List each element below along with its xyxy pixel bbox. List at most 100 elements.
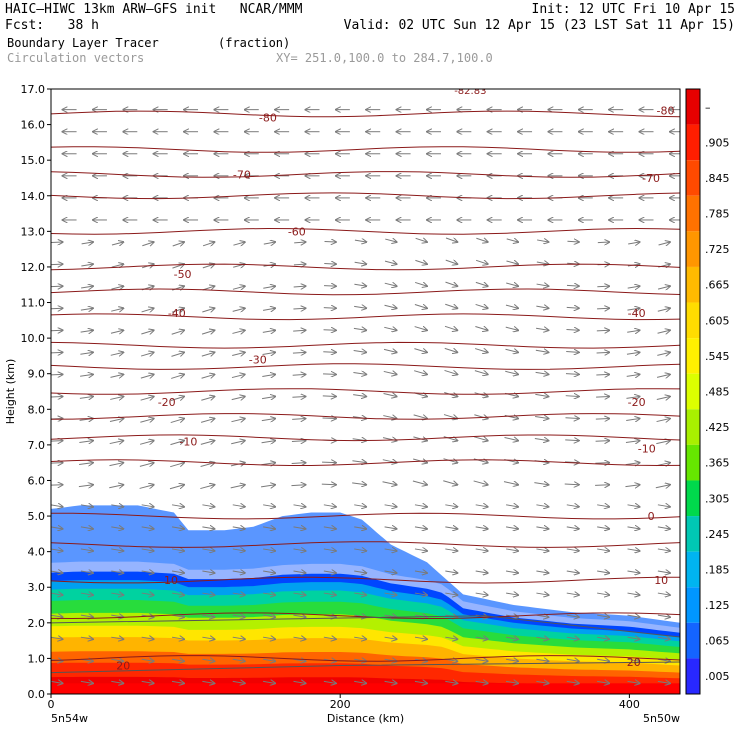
colorbar-label: .305 — [705, 492, 730, 505]
init-time: Init: 12 UTC Fri 10 Apr 15 — [531, 2, 736, 17]
vector-arrow — [506, 261, 518, 264]
vector-arrow — [504, 437, 518, 440]
isotherm-line — [51, 512, 680, 520]
vector-arrow — [566, 681, 579, 683]
vector-arrow — [657, 308, 670, 311]
vector-arrow — [202, 527, 214, 529]
colorbar-swatch — [686, 266, 700, 303]
vector-arrow — [415, 260, 427, 264]
vector-arrow — [383, 393, 397, 396]
colorbar: – .905 .845 .785 .725 .665 .605 .545 .485 .425 .36… — [685, 88, 730, 695]
vector-arrow — [445, 571, 457, 573]
vector-arrow — [475, 326, 487, 330]
vector-arrow — [384, 305, 397, 308]
colorbar-swatch — [686, 587, 700, 623]
vector-arrow — [475, 681, 488, 683]
vector-arrow — [414, 593, 427, 595]
vector-arrow — [324, 286, 336, 287]
vector-arrow — [445, 238, 457, 242]
isotherm-label: -60 — [288, 225, 306, 238]
vector-arrow — [352, 483, 366, 485]
vector-arrow — [79, 441, 93, 443]
vector-arrow — [626, 374, 640, 376]
vector-arrow — [353, 395, 366, 397]
vector-arrow — [657, 352, 670, 355]
vector-arrow — [445, 637, 457, 639]
isotherm-line — [51, 341, 680, 349]
vector-arrow — [566, 659, 579, 661]
colorbar-swatch — [686, 480, 700, 517]
vector-arrow — [536, 505, 548, 507]
vector-arrow — [413, 415, 427, 419]
vector-arrow — [202, 571, 214, 573]
vector-arrow — [109, 485, 123, 488]
colorbar-label: .065 — [705, 635, 730, 648]
vector-arrow — [354, 284, 366, 286]
y-axis-label: Height (km) — [4, 359, 17, 425]
vector-arrow — [170, 441, 184, 446]
vector-arrow — [414, 527, 427, 529]
vector-arrow — [627, 330, 639, 332]
vector-arrow — [51, 308, 63, 309]
y-tick-label: 2.0 — [28, 617, 46, 630]
vector-arrow — [80, 615, 93, 617]
isotherm-label: -30 — [249, 353, 267, 366]
vector-arrow — [170, 419, 184, 424]
vector-arrow — [202, 286, 215, 290]
vector-arrow — [202, 659, 214, 661]
vector-arrow — [657, 330, 670, 333]
vector-arrow — [597, 681, 609, 683]
vector-arrow — [293, 637, 305, 639]
vector-arrow — [445, 593, 457, 595]
vector-arrow — [291, 485, 305, 486]
colorbar-swatch — [686, 195, 700, 232]
isotherm-line — [51, 146, 680, 153]
vector-arrow — [506, 239, 518, 242]
vector-arrow — [262, 308, 275, 310]
vector-arrow — [353, 350, 367, 352]
vector-arrow — [566, 637, 579, 639]
vector-arrow — [566, 505, 579, 507]
vector-arrow — [51, 396, 63, 397]
vector-arrow — [505, 505, 518, 507]
y-tick-label: 0.0 — [28, 688, 46, 701]
vector-arrow — [475, 505, 488, 507]
vector-arrow — [263, 637, 275, 639]
tracer-surface-band — [51, 683, 680, 694]
vector-arrow — [201, 396, 214, 401]
isotherm-label: -40 — [628, 307, 646, 320]
isotherm-label: 20 — [627, 656, 641, 669]
vector-arrow — [565, 396, 579, 397]
vector-arrow — [171, 637, 184, 639]
vector-arrow — [140, 419, 153, 423]
colorbar-swatch — [686, 160, 700, 196]
vector-arrow — [597, 637, 609, 639]
vector-arrow — [627, 637, 640, 639]
vector-arrow — [232, 549, 245, 551]
vector-arrow — [536, 593, 548, 595]
vector-arrow — [384, 593, 397, 595]
vector-arrow — [627, 308, 639, 310]
isotherm-line — [51, 434, 680, 442]
y-tick-label: 13.0 — [21, 225, 46, 238]
vector-arrow — [565, 440, 579, 441]
vector-arrow — [202, 637, 214, 639]
vector-arrow — [625, 463, 640, 465]
vector-arrow — [51, 242, 62, 243]
vector-arrow — [566, 352, 579, 353]
vector-arrow — [656, 374, 670, 377]
colorbar-label: .905 — [705, 136, 730, 149]
vector-arrow — [261, 463, 275, 465]
vectors-label: Circulation vectors — [7, 51, 145, 65]
vector-arrow — [505, 681, 518, 683]
vector-arrow — [597, 593, 609, 595]
x-tick-label: 200 — [330, 698, 351, 711]
vector-arrow — [232, 681, 245, 683]
vector-arrow — [534, 483, 548, 485]
vector-arrow — [293, 505, 305, 507]
vector-arrow — [263, 659, 275, 661]
isotherm-label: -70 — [642, 172, 660, 185]
vector-arrow — [323, 549, 336, 551]
vector-arrow — [171, 549, 184, 551]
vector-arrow — [626, 396, 639, 398]
